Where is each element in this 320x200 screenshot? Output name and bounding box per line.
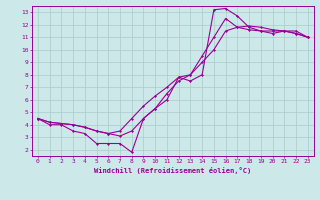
X-axis label: Windchill (Refroidissement éolien,°C): Windchill (Refroidissement éolien,°C)	[94, 167, 252, 174]
